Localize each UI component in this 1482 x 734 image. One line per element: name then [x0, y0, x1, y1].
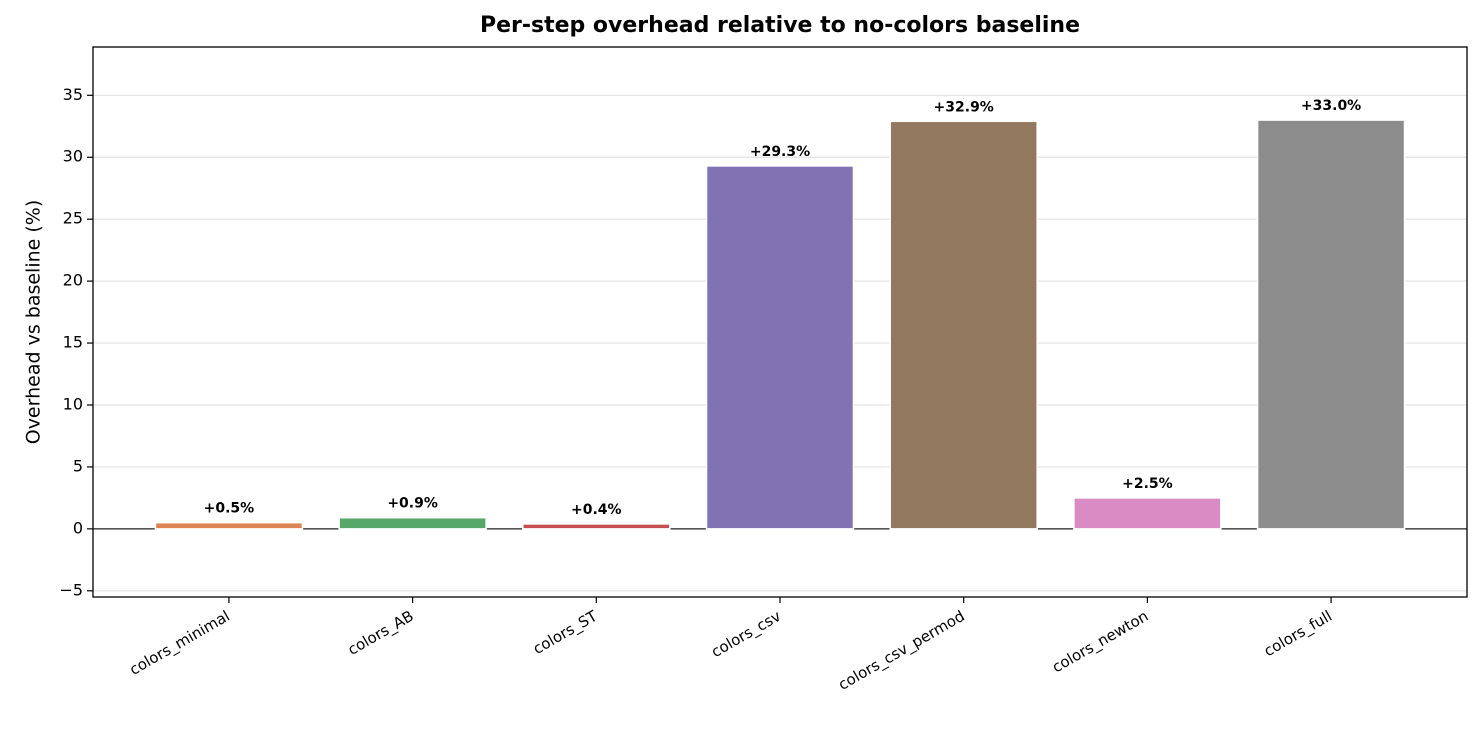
x-tick-label: colors_full — [1261, 607, 1336, 661]
bar — [154, 521, 304, 530]
x-tick-label: colors_ST — [530, 606, 602, 658]
bar — [1256, 119, 1406, 530]
bar — [522, 523, 671, 530]
bar — [1073, 497, 1222, 530]
value-label: +2.5% — [1122, 476, 1173, 492]
y-tick-label: −5 — [59, 580, 83, 599]
x-tick-label: colors_minimal — [126, 607, 233, 680]
value-label: +0.9% — [387, 496, 438, 512]
y-tick-label: 10 — [63, 394, 83, 413]
y-tick-label: 25 — [63, 209, 83, 228]
bar — [705, 165, 855, 530]
bar — [889, 120, 1038, 530]
value-label: +0.4% — [571, 502, 622, 518]
value-label: +32.9% — [934, 99, 994, 115]
chart-title: Per-step overhead relative to no-colors … — [480, 13, 1080, 38]
y-axis-label: Overhead vs baseline (%) — [23, 200, 45, 445]
plot-frame — [92, 46, 1468, 598]
x-tick-label: colors_csv_permod — [835, 607, 968, 695]
y-tick-label: 5 — [73, 456, 83, 475]
y-tick-label: 35 — [63, 85, 83, 104]
y-tick-label: 0 — [73, 518, 83, 537]
y-tick-label: 15 — [63, 333, 83, 352]
value-label: +0.5% — [204, 501, 255, 517]
y-tick-label: 20 — [63, 271, 83, 290]
bar — [338, 516, 487, 530]
y-tick-label: 30 — [63, 147, 83, 166]
x-tick-label: colors_AB — [345, 607, 418, 660]
x-tick-label: colors_newton — [1049, 607, 1152, 677]
value-label: +33.0% — [1301, 98, 1361, 114]
value-label: +29.3% — [750, 144, 810, 160]
x-tick-label: colors_csv — [708, 607, 784, 662]
